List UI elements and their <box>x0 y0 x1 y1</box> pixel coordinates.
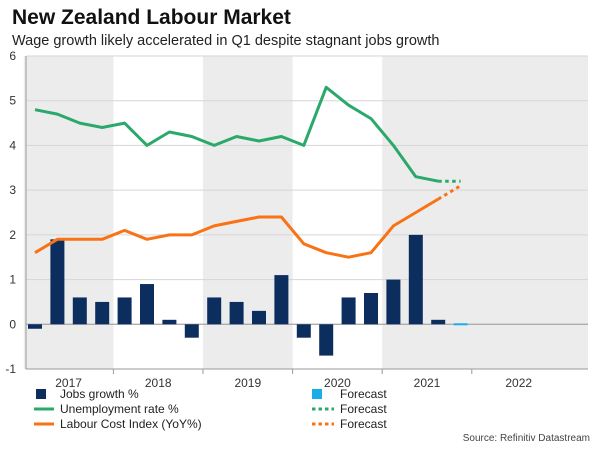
jobs-bar-6 <box>162 319 177 325</box>
legend-jobs-label: Jobs growth % <box>60 387 139 401</box>
jobs-bar-16 <box>386 279 401 325</box>
x-tick-label-2021: 2021 <box>414 376 441 390</box>
y-tick-label: 2 <box>9 228 16 242</box>
jobs-bar-11 <box>274 275 289 325</box>
x-tick-label-2020: 2020 <box>324 376 351 390</box>
unemployment-line <box>34 85 439 183</box>
lci-line <box>34 197 439 259</box>
y-tick-label: 3 <box>9 183 16 197</box>
chart-title: New Zealand Labour Market <box>12 6 291 29</box>
y-tick-label: 5 <box>9 94 16 108</box>
chart-subtitle: Wage growth likely accelerated in Q1 des… <box>12 33 440 49</box>
x-tick-label-2017: 2017 <box>55 376 82 390</box>
lci-forecast-line <box>437 184 462 201</box>
legend-lci-label: Labour Cost Index (YoY%) <box>60 417 202 431</box>
jobs-bar-15 <box>364 292 378 325</box>
x-tick-label-2019: 2019 <box>234 376 261 390</box>
jobs-bar-1 <box>50 239 65 325</box>
y-tick-label: 0 <box>9 317 16 331</box>
jobs-bar-8 <box>207 297 222 325</box>
legend-unemployment-label: Unemployment rate % <box>60 402 179 416</box>
jobs-bar-18 <box>431 319 446 325</box>
jobs-bar-10 <box>252 310 266 325</box>
legend-jobs-swatch <box>36 389 46 399</box>
jobs-bar-7 <box>184 324 199 338</box>
legend-jobs-forecast-swatch <box>312 389 322 399</box>
x-tick-label-2018: 2018 <box>145 376 172 390</box>
jobs-forecast-bar <box>453 323 468 326</box>
jobs-bar-13 <box>319 324 334 356</box>
jobs-bar-12 <box>296 324 311 338</box>
jobs-bar-9 <box>229 301 244 325</box>
legend-unemployment-forecast-label: Forecast <box>340 402 387 416</box>
legend-lci-forecast-label: Forecast <box>340 417 387 431</box>
y-tick-label: 1 <box>9 273 16 287</box>
x-tick-label-2022: 2022 <box>505 376 532 390</box>
forecast-shade <box>449 56 588 369</box>
legend-jobs-forecast-label: Forecast <box>340 387 387 401</box>
chart-source: Source: Refinitiv Datastream <box>462 433 590 444</box>
y-tick-label: 6 <box>9 49 16 63</box>
y-tick-label: -1 <box>5 362 16 376</box>
jobs-bar-2 <box>72 297 87 325</box>
jobs-bar-4 <box>117 297 132 325</box>
y-tick-label: 4 <box>9 138 16 152</box>
jobs-bar-5 <box>140 284 154 325</box>
jobs-bar-3 <box>95 301 110 325</box>
jobs-bar-0 <box>28 324 42 329</box>
jobs-bar-17 <box>408 234 423 325</box>
jobs-bar-14 <box>341 297 356 325</box>
